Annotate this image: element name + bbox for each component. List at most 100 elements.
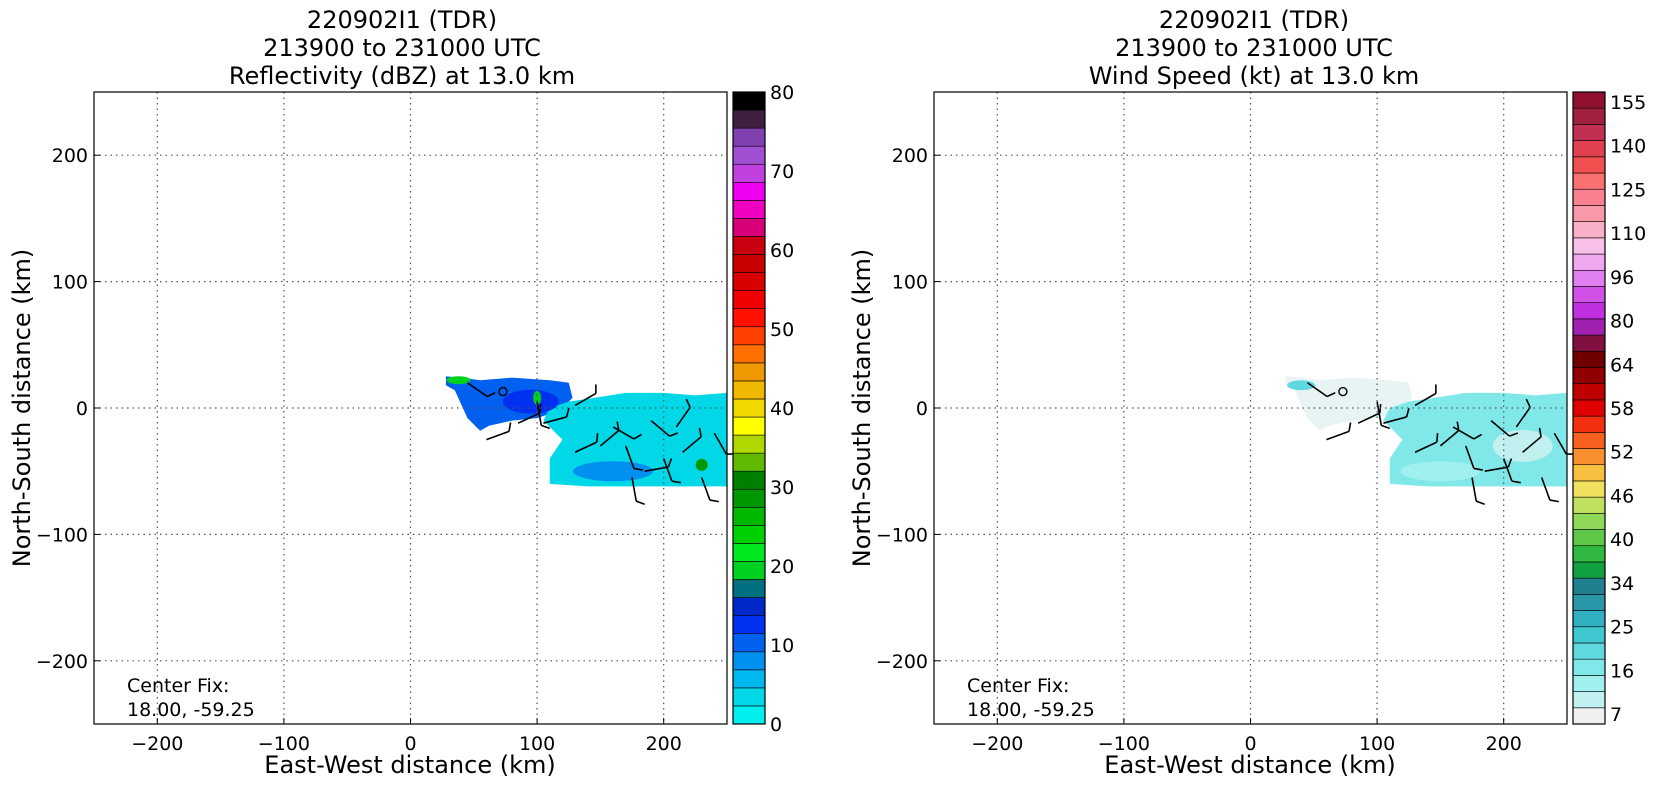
wind-barb: [1490, 420, 1510, 437]
colorbar-swatch: [1572, 269, 1606, 287]
right-windspeed-field: [1285, 376, 1576, 505]
right-center-fix-value: 18.00, -59.25: [967, 699, 1095, 721]
right-ytick-label: −200: [876, 651, 928, 673]
colorbar-frame: [1572, 91, 1606, 725]
colorbar-swatch: [732, 633, 766, 653]
colorbar-swatch: [1572, 675, 1606, 692]
colorbar-swatch: [732, 579, 766, 598]
colorbar-swatch: [1572, 626, 1606, 644]
wind-barb-flag: [671, 480, 681, 484]
right-xtick-label: −200: [971, 733, 1023, 755]
wind-barb: [1414, 392, 1437, 407]
right-gridlines: [934, 92, 1567, 724]
left-title-line-1: 220902I1 (TDR): [307, 6, 497, 34]
wind-barb-flag: [1549, 499, 1559, 503]
colorbar-swatch: [732, 561, 766, 580]
left-ytick-label: 0: [76, 398, 88, 420]
wind-barb-flag: [1525, 398, 1531, 408]
colorbar-tick-label: 110: [1610, 223, 1646, 245]
right-x-ticks: −200 −100 0 100 200: [971, 733, 1522, 755]
wind-barb: [682, 436, 702, 453]
echo-green-spot: [695, 458, 708, 471]
wind-barb: [543, 416, 567, 424]
wind-barb-flag: [1326, 391, 1336, 398]
wind-barb-flag: [486, 391, 496, 398]
wind-barb-flag: [508, 422, 512, 432]
wind-barb-flag: [1475, 500, 1485, 505]
colorbar-swatch: [1572, 464, 1606, 482]
colorbar-swatch: [1572, 691, 1606, 709]
colorbar-tick-label: 40: [770, 398, 794, 420]
colorbar-swatch: [1572, 367, 1606, 384]
echo-core: [502, 389, 559, 414]
left-gridlines: [94, 92, 727, 724]
colorbar-swatch: [1572, 480, 1606, 498]
colorbar-swatch: [1572, 302, 1606, 320]
wind-barb-flag: [616, 421, 620, 431]
wind-barb-flag: [1436, 433, 1439, 443]
wind-barb-flag: [565, 408, 570, 418]
right-xtick-label: 200: [1486, 733, 1522, 755]
colorbar-tick-label: 30: [770, 477, 794, 499]
echo-region-east: [543, 392, 727, 487]
colorbar-swatch: [732, 344, 766, 364]
wind-band: [1400, 461, 1481, 482]
wind-barb-flag: [1348, 422, 1352, 432]
colorbar-swatch: [732, 687, 766, 707]
wind-barb-flag: [1509, 432, 1519, 437]
left-ytick-label: −200: [36, 651, 88, 673]
wind-barb: [1522, 436, 1542, 453]
colorbar-swatch: [732, 109, 766, 129]
colorbar-tick-label: 7: [1610, 704, 1622, 726]
colorbar-swatch: [1572, 415, 1606, 433]
left-title-line-2: 213900 to 231000 UTC: [263, 34, 541, 62]
wind-barb: [1553, 432, 1568, 455]
wind-barb: [1383, 416, 1407, 424]
colorbar-tick-label: 50: [770, 319, 794, 341]
wind-barb-flag: [667, 458, 673, 468]
colorbar-swatch: [1572, 594, 1606, 611]
colorbar-tick-label: 140: [1610, 136, 1646, 158]
right-title-line-1: 220902I1 (TDR): [1159, 6, 1349, 34]
colorbar-tick-label: 0: [770, 714, 782, 736]
left-ytick-label: 100: [52, 272, 88, 294]
colorbar-tick-label: 16: [1610, 660, 1634, 682]
wind-barb: [574, 392, 597, 407]
colorbar-swatch: [732, 145, 766, 165]
colorbar-swatch: [1572, 334, 1606, 352]
left-plot-frame: [93, 91, 728, 725]
colorbar-swatch: [1572, 642, 1606, 660]
right-xtick-label: 100: [1359, 733, 1395, 755]
right-y-ticks: −200 −100 0 100 200: [876, 145, 928, 673]
colorbar-swatch: [1572, 237, 1606, 255]
colorbar-swatch: [1572, 496, 1606, 514]
colorbar-swatch: [732, 615, 766, 635]
left-xtick-label: 200: [646, 733, 682, 755]
wind-barb: [1515, 406, 1531, 428]
echo-core: [573, 461, 654, 482]
wind-barb: [517, 412, 541, 424]
wind-barb-flag: [540, 424, 550, 430]
colorbar-swatch: [732, 218, 766, 237]
left-panel: 220902I1 (TDR) 213900 to 231000 UTC Refl…: [8, 6, 794, 779]
colorbar-swatch: [732, 470, 766, 490]
colorbar-tick-label: 34: [1610, 573, 1634, 595]
colorbar-tick-label: 155: [1610, 92, 1646, 114]
colorbar-swatch: [1572, 561, 1606, 579]
colorbar-swatch: [1572, 140, 1606, 158]
colorbar-swatch: [732, 543, 766, 562]
wind-barb-flag: [1456, 421, 1460, 431]
wind-barb: [631, 477, 638, 502]
left-xtick-label: −200: [131, 733, 183, 755]
wind-barb: [675, 406, 691, 428]
colorbar-swatch: [1572, 432, 1606, 449]
wind-barb-flag: [1507, 458, 1513, 468]
colorbar-swatch: [1572, 91, 1606, 109]
left-center-fix-label: Center Fix:: [127, 675, 229, 697]
left-x-axis-label: East-West distance (km): [264, 751, 555, 779]
wind-barb-flag: [1473, 467, 1483, 471]
colorbar-swatch: [732, 488, 766, 508]
colorbar-swatch: [732, 705, 766, 725]
wind-barb-flag: [669, 432, 679, 437]
colorbar-swatch: [1572, 221, 1606, 239]
